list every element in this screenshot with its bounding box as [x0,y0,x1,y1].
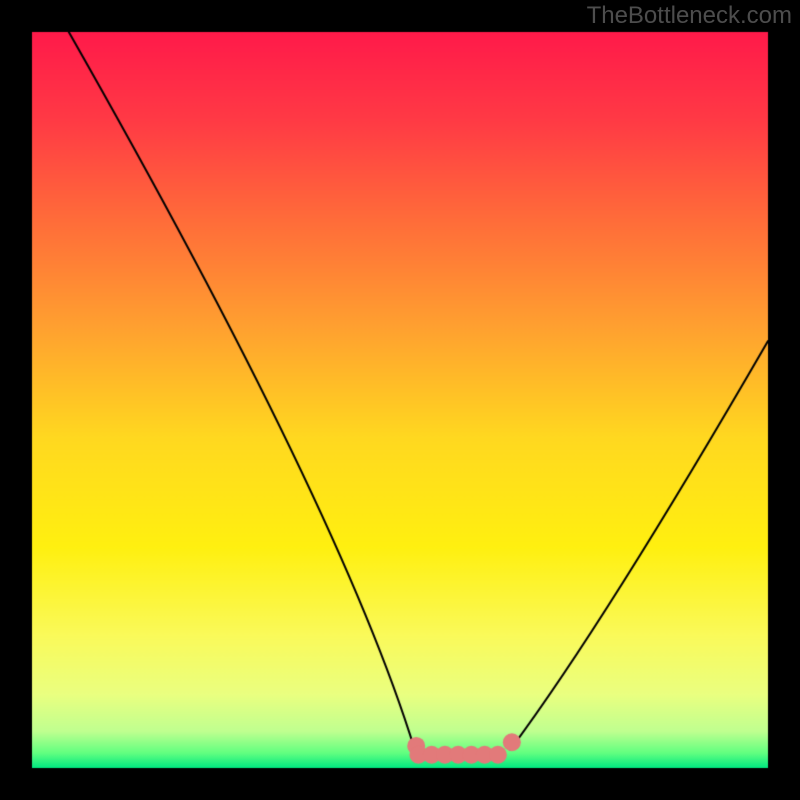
watermark-text: TheBottleneck.com [587,2,792,30]
chart-container: TheBottleneck.com [0,0,800,800]
bottleneck-curve-chart [0,0,800,800]
